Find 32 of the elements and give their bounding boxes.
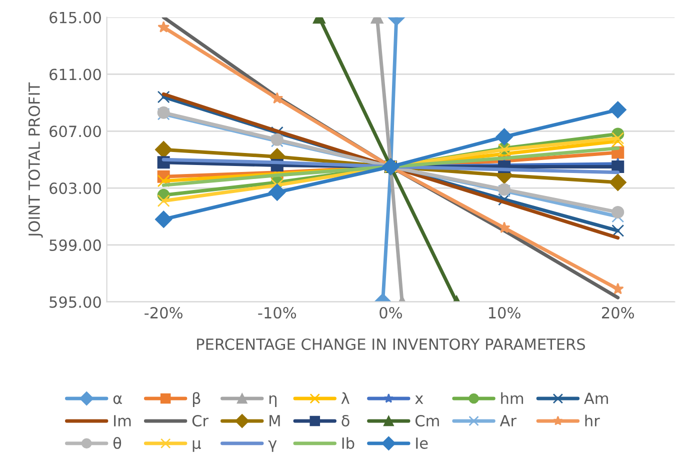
legend-label: Ib <box>342 437 354 449</box>
legend-label: γ <box>268 440 277 452</box>
legend-label: δ <box>342 414 350 427</box>
legend-label: hr <box>585 414 600 426</box>
legend-label: Am <box>584 392 608 404</box>
y-tick-label: 595.00 <box>50 296 101 308</box>
x-tick-label: 0% <box>380 306 402 319</box>
legend-label: Cm <box>415 414 439 427</box>
y-tick-label: 611.00 <box>50 68 101 80</box>
y-tick-label: 603.00 <box>50 182 101 194</box>
legend-label: Cr <box>192 414 208 427</box>
legend-label: x <box>415 396 424 404</box>
legend-label: Im <box>114 415 131 426</box>
legend-label: μ <box>192 440 201 452</box>
legend-label: Ie <box>416 438 428 449</box>
x-tick-label: 10% <box>488 306 520 319</box>
legend-label: M <box>270 415 280 426</box>
legend-label: λ <box>341 392 350 404</box>
legend-label: Ar <box>500 415 517 426</box>
y-axis-title: JOINT TOTAL PROFIT <box>28 82 43 238</box>
y-tick-label: 607.00 <box>50 126 101 138</box>
legend-label: η <box>269 395 276 408</box>
y-tick-label: 599.00 <box>50 239 101 251</box>
x-tick-label: -20% <box>144 306 182 319</box>
x-tick-label: -10% <box>258 306 296 319</box>
legend-label: hm <box>501 392 524 404</box>
legend-label: β <box>192 392 200 408</box>
y-tick-label: 615.00 <box>50 12 101 24</box>
legend-label: θ <box>113 437 122 449</box>
x-tick-label: 20% <box>602 306 634 319</box>
x-axis-title: PERCENTAGE CHANGE IN INVENTORY PARAMETERS <box>197 338 585 350</box>
legend-label: α <box>113 395 122 404</box>
